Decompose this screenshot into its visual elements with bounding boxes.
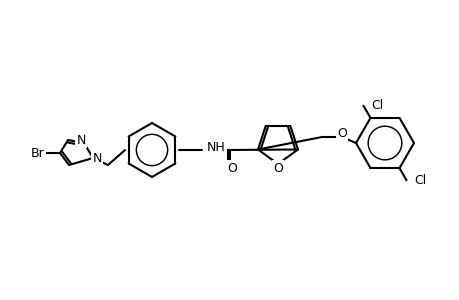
Text: Cl: Cl [414, 174, 426, 187]
Text: Cl: Cl [371, 99, 383, 112]
Text: N: N [92, 152, 101, 164]
Text: O: O [336, 127, 346, 140]
Text: N: N [76, 134, 85, 146]
Text: Br: Br [31, 146, 45, 160]
Text: O: O [273, 161, 282, 175]
Text: NH: NH [207, 140, 225, 154]
Text: O: O [227, 161, 236, 175]
